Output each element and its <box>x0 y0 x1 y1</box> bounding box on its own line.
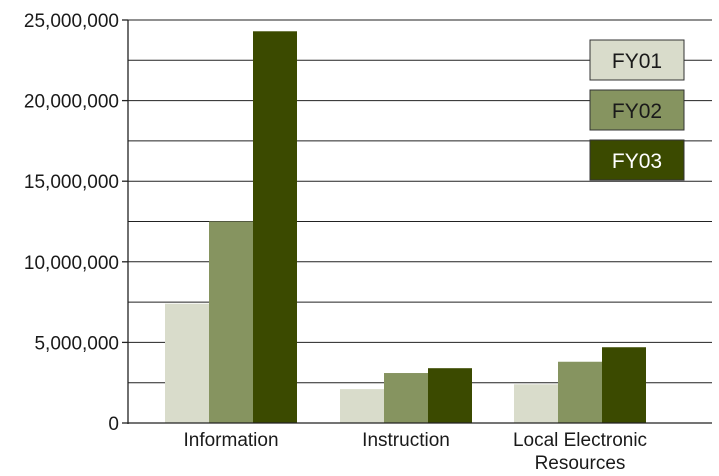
bar-fy01-1 <box>340 389 384 423</box>
axes <box>122 19 712 424</box>
bar-fy02-0 <box>209 221 253 423</box>
legend-swatch-fy02 <box>589 89 685 131</box>
legend-label-fy02: FY02 <box>612 100 662 123</box>
legend-label-fy03: FY03 <box>612 150 662 173</box>
bar-fy03-2 <box>602 347 646 423</box>
bar-fy03-1 <box>428 368 472 423</box>
y-tick-label: 10,000,000 <box>24 253 119 274</box>
bar-fy01-0 <box>165 303 209 423</box>
legend-swatch-fy03 <box>589 139 685 181</box>
bar-fy01-2 <box>514 384 558 423</box>
bar-fy02-2 <box>558 361 602 423</box>
y-tick-label: 25,000,000 <box>24 11 119 32</box>
y-tick-label: 0 <box>108 414 119 435</box>
bar-fy02-1 <box>384 373 428 423</box>
y-tick-label: 20,000,000 <box>24 92 119 113</box>
x-category-label: Instruction <box>362 430 450 451</box>
y-axis-tick-labels: 0 5,000,000 10,000,000 15,000,000 20,000,000… <box>24 11 119 435</box>
y-tick-label: 5,000,000 <box>34 333 119 354</box>
x-axis-category-labels: Information Instruction Local Electronic Re… <box>183 430 647 474</box>
x-category-label: Local Electronic Resources <box>513 430 647 474</box>
y-tick-label: 15,000,000 <box>24 172 119 193</box>
legend: FY01 FY02 FY03 <box>589 39 685 181</box>
legend-label-fy01: FY01 <box>612 50 662 73</box>
x-category-label: Information <box>183 430 278 451</box>
bars <box>165 31 646 424</box>
legend-swatch-fy01 <box>589 39 685 81</box>
bar-fy03-0 <box>253 31 297 424</box>
